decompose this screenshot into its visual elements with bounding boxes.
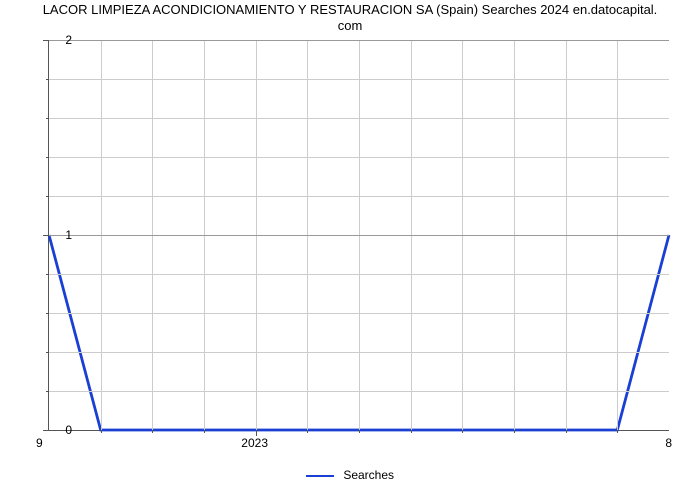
gridline-h-minor (49, 391, 669, 392)
ytick-minor (46, 313, 49, 314)
gridline-h-major (49, 235, 669, 236)
xtick-minor (359, 430, 360, 433)
xtick-minor (204, 430, 205, 433)
gridline-h-major (49, 40, 669, 41)
ytick-major (43, 235, 49, 236)
xtick-minor (411, 430, 412, 433)
ytick-minor (46, 79, 49, 80)
legend: Searches (0, 468, 700, 482)
legend-label: Searches (343, 468, 394, 482)
x-corner-left: 9 (36, 436, 43, 450)
ylabel: 1 (65, 228, 72, 242)
legend-swatch (306, 475, 334, 477)
title-line2: com (338, 18, 363, 33)
gridline-h-minor (49, 274, 669, 275)
gridline-h-minor (49, 79, 669, 80)
xtick-minor (152, 430, 153, 433)
gridline-h-minor (49, 352, 669, 353)
ytick-major (43, 40, 49, 41)
ylabel: 2 (65, 33, 72, 47)
xtick-minor (101, 430, 102, 433)
ytick-major (43, 430, 49, 431)
plot-area (48, 40, 669, 431)
x-corner-right: 8 (665, 436, 672, 450)
gridline-h-minor (49, 157, 669, 158)
ytick-minor (46, 274, 49, 275)
gridline-h-minor (49, 196, 669, 197)
chart-title: LACOR LIMPIEZA ACONDICIONAMIENTO Y RESTA… (0, 2, 700, 34)
gridline-h-minor (49, 118, 669, 119)
ytick-minor (46, 157, 49, 158)
xtick-minor (514, 430, 515, 433)
ytick-minor (46, 118, 49, 119)
xlabel-major: 2023 (241, 436, 268, 450)
title-line1: LACOR LIMPIEZA ACONDICIONAMIENTO Y RESTA… (43, 2, 658, 17)
ytick-minor (46, 352, 49, 353)
ytick-minor (46, 391, 49, 392)
xtick-minor (462, 430, 463, 433)
xtick-minor (566, 430, 567, 433)
xtick-minor (307, 430, 308, 433)
gridline-h-minor (49, 313, 669, 314)
ylabel: 0 (65, 423, 72, 437)
ytick-minor (46, 196, 49, 197)
xtick-minor (617, 430, 618, 433)
